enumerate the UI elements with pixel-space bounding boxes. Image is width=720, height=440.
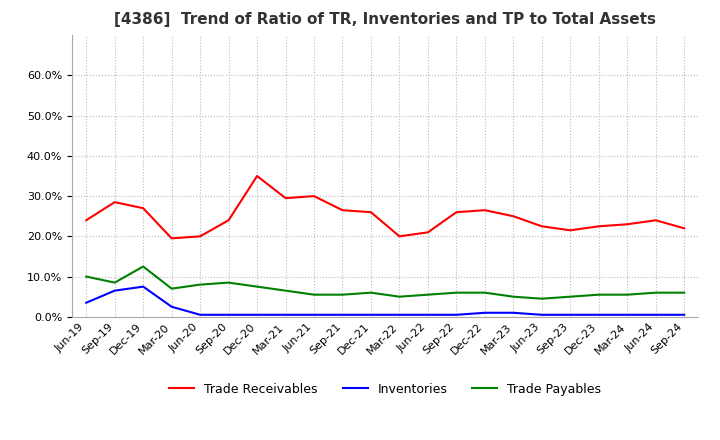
- Trade Receivables: [595, 224, 603, 229]
- Trade Payables: [652, 290, 660, 295]
- Inventories: [310, 312, 318, 317]
- Inventories: [452, 312, 461, 317]
- Inventories: [537, 312, 546, 317]
- Trade Receivables: [652, 218, 660, 223]
- Line: Trade Payables: Trade Payables: [86, 267, 684, 299]
- Trade Receivables: [566, 227, 575, 233]
- Trade Payables: [423, 292, 432, 297]
- Trade Receivables: [452, 209, 461, 215]
- Trade Payables: [537, 296, 546, 301]
- Trade Payables: [480, 290, 489, 295]
- Inventories: [509, 310, 518, 315]
- Inventories: [395, 312, 404, 317]
- Trade Payables: [595, 292, 603, 297]
- Trade Payables: [623, 292, 631, 297]
- Trade Payables: [452, 290, 461, 295]
- Trade Receivables: [225, 218, 233, 223]
- Trade Receivables: [196, 234, 204, 239]
- Inventories: [595, 312, 603, 317]
- Trade Receivables: [167, 236, 176, 241]
- Inventories: [566, 312, 575, 317]
- Trade Payables: [310, 292, 318, 297]
- Trade Receivables: [623, 222, 631, 227]
- Trade Payables: [110, 280, 119, 285]
- Trade Payables: [366, 290, 375, 295]
- Line: Trade Receivables: Trade Receivables: [86, 176, 684, 238]
- Trade Receivables: [480, 208, 489, 213]
- Inventories: [623, 312, 631, 317]
- Trade Payables: [566, 294, 575, 299]
- Inventories: [110, 288, 119, 293]
- Trade Payables: [395, 294, 404, 299]
- Trade Receivables: [509, 213, 518, 219]
- Trade Receivables: [139, 205, 148, 211]
- Trade Payables: [282, 288, 290, 293]
- Inventories: [253, 312, 261, 317]
- Inventories: [167, 304, 176, 309]
- Trade Payables: [338, 292, 347, 297]
- Trade Payables: [253, 284, 261, 289]
- Inventories: [366, 312, 375, 317]
- Inventories: [282, 312, 290, 317]
- Line: Inventories: Inventories: [86, 286, 684, 315]
- Inventories: [196, 312, 204, 317]
- Trade Payables: [82, 274, 91, 279]
- Trade Payables: [509, 294, 518, 299]
- Inventories: [423, 312, 432, 317]
- Trade Receivables: [282, 195, 290, 201]
- Inventories: [338, 312, 347, 317]
- Trade Payables: [225, 280, 233, 285]
- Trade Receivables: [537, 224, 546, 229]
- Trade Payables: [167, 286, 176, 291]
- Title: [4386]  Trend of Ratio of TR, Inventories and TP to Total Assets: [4386] Trend of Ratio of TR, Inventories…: [114, 12, 656, 27]
- Trade Receivables: [680, 226, 688, 231]
- Inventories: [139, 284, 148, 289]
- Trade Receivables: [423, 230, 432, 235]
- Trade Receivables: [366, 209, 375, 215]
- Trade Receivables: [310, 194, 318, 199]
- Trade Receivables: [82, 218, 91, 223]
- Trade Payables: [196, 282, 204, 287]
- Trade Receivables: [253, 173, 261, 179]
- Inventories: [680, 312, 688, 317]
- Trade Payables: [139, 264, 148, 269]
- Inventories: [480, 310, 489, 315]
- Legend: Trade Receivables, Inventories, Trade Payables: Trade Receivables, Inventories, Trade Pa…: [164, 378, 606, 401]
- Trade Receivables: [395, 234, 404, 239]
- Inventories: [82, 300, 91, 305]
- Trade Payables: [680, 290, 688, 295]
- Inventories: [652, 312, 660, 317]
- Trade Receivables: [110, 199, 119, 205]
- Inventories: [225, 312, 233, 317]
- Trade Receivables: [338, 208, 347, 213]
